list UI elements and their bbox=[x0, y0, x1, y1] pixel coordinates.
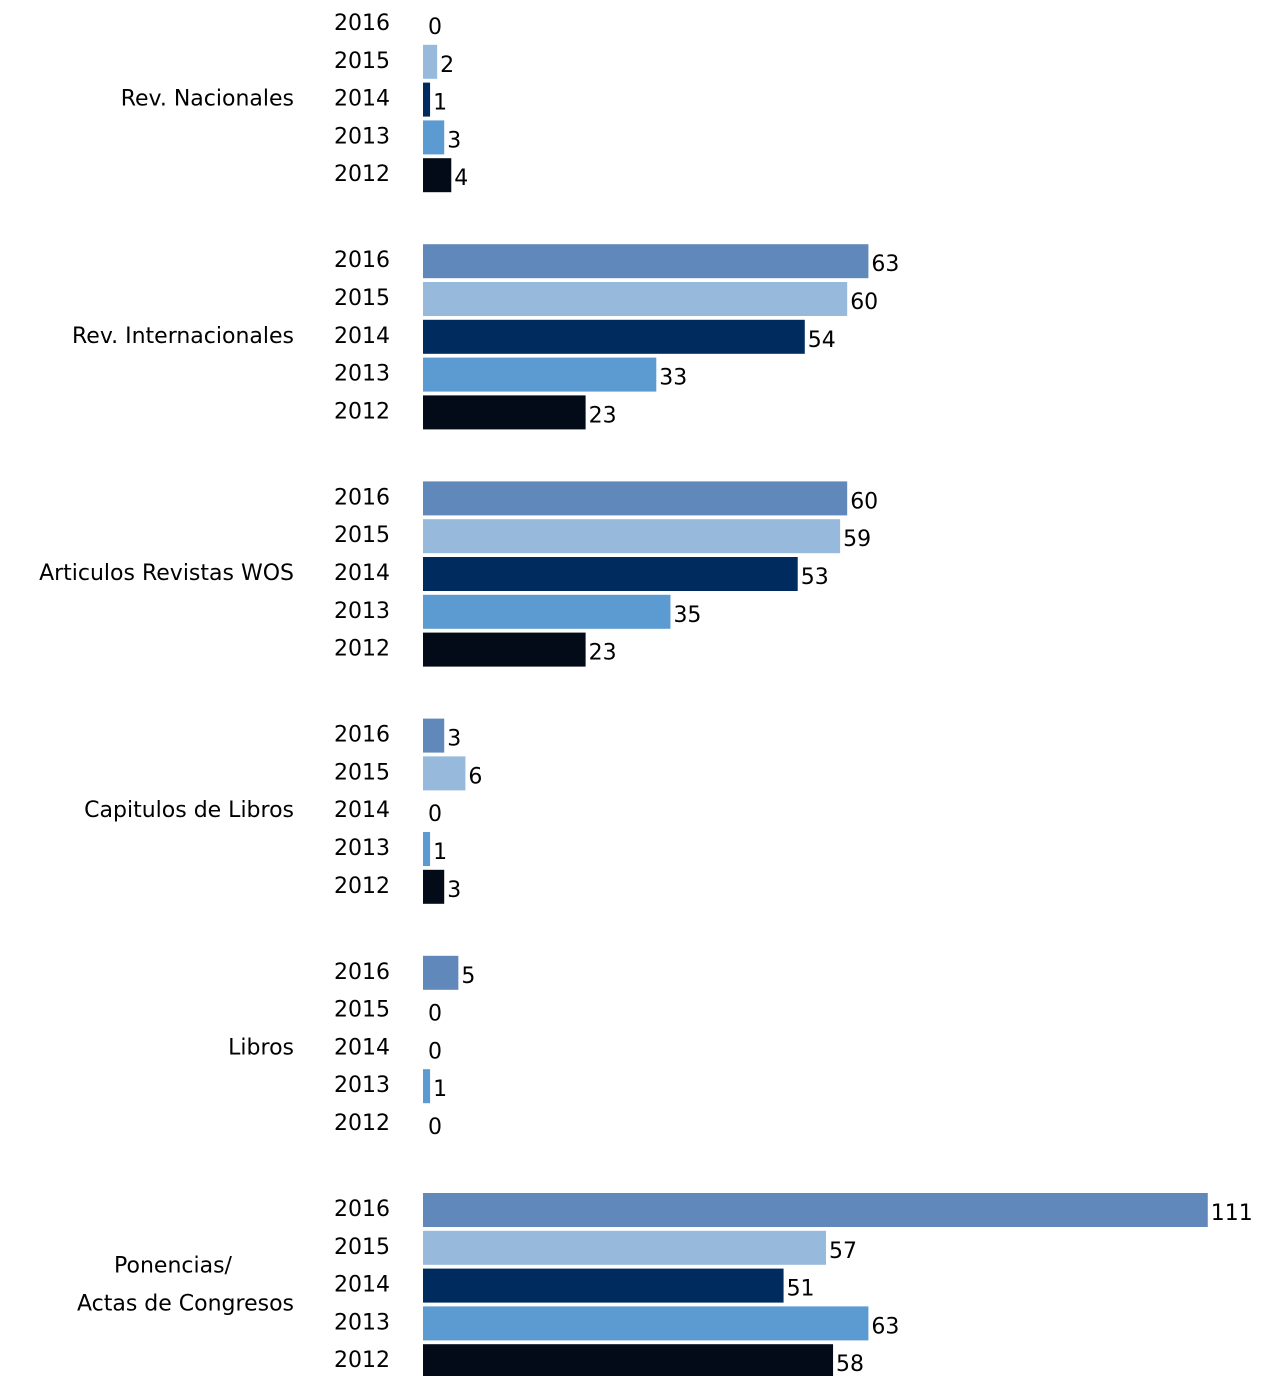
value-label: 60 bbox=[850, 290, 878, 315]
bar bbox=[423, 1306, 869, 1341]
year-label: 2012 bbox=[334, 874, 390, 899]
bar bbox=[423, 1069, 431, 1104]
bar bbox=[423, 481, 848, 516]
year-label: 2012 bbox=[334, 1348, 390, 1373]
year-label: 2013 bbox=[334, 1073, 390, 1098]
value-label: 33 bbox=[659, 366, 687, 391]
bar bbox=[423, 594, 671, 629]
value-label: 60 bbox=[850, 489, 878, 514]
year-label: 2012 bbox=[334, 162, 390, 187]
bar bbox=[423, 832, 431, 866]
category-label: Ponencias/ bbox=[114, 1254, 233, 1279]
value-label: 63 bbox=[871, 252, 899, 277]
value-label: 6 bbox=[468, 764, 482, 789]
year-label: 2013 bbox=[334, 1310, 390, 1335]
bar bbox=[423, 1344, 834, 1376]
category-label: Libros bbox=[228, 1035, 294, 1060]
value-label: 3 bbox=[447, 727, 461, 752]
bar bbox=[423, 869, 445, 904]
value-label: 0 bbox=[428, 15, 442, 40]
category-label: Capitulos de Libros bbox=[84, 798, 294, 823]
bar bbox=[423, 1268, 784, 1303]
value-label: 2 bbox=[440, 53, 454, 78]
bar bbox=[423, 632, 586, 667]
year-label: 2015 bbox=[334, 49, 390, 74]
value-label: 5 bbox=[461, 964, 475, 989]
value-label: 1 bbox=[433, 840, 447, 865]
value-label: 23 bbox=[589, 403, 617, 428]
year-label: 2014 bbox=[334, 561, 390, 586]
bar bbox=[423, 955, 459, 990]
category-label: Rev. Nacionales bbox=[121, 87, 294, 112]
value-label: 0 bbox=[428, 1039, 442, 1064]
year-label: 2015 bbox=[334, 523, 390, 548]
bar bbox=[423, 244, 869, 279]
bar bbox=[423, 82, 431, 117]
year-label: 2013 bbox=[334, 124, 390, 149]
category-label: Rev. Internacionales bbox=[72, 324, 294, 349]
value-label: 63 bbox=[871, 1314, 899, 1339]
value-label: 111 bbox=[1211, 1201, 1253, 1226]
year-label: 2016 bbox=[334, 723, 390, 748]
value-label: 3 bbox=[447, 878, 461, 903]
bar bbox=[423, 357, 657, 392]
bar bbox=[423, 756, 466, 791]
year-label: 2012 bbox=[334, 1111, 390, 1136]
bar bbox=[423, 1230, 826, 1265]
year-label: 2013 bbox=[334, 362, 390, 387]
bar bbox=[423, 44, 438, 79]
value-label: 0 bbox=[428, 1002, 442, 1027]
bar bbox=[423, 319, 805, 354]
value-label: 0 bbox=[428, 802, 442, 827]
bar bbox=[423, 120, 445, 155]
bar bbox=[423, 282, 848, 316]
year-label: 2016 bbox=[334, 11, 390, 36]
year-label: 2015 bbox=[334, 760, 390, 785]
value-label: 4 bbox=[454, 166, 468, 191]
value-label: 1 bbox=[433, 1077, 447, 1102]
year-label: 2014 bbox=[334, 798, 390, 823]
year-label: 2016 bbox=[334, 485, 390, 510]
year-label: 2013 bbox=[334, 836, 390, 861]
year-label: 2015 bbox=[334, 1235, 390, 1260]
year-label: 2016 bbox=[334, 1197, 390, 1222]
value-label: 51 bbox=[787, 1277, 815, 1302]
year-label: 2012 bbox=[334, 637, 390, 662]
value-label: 35 bbox=[673, 603, 701, 628]
year-label: 2015 bbox=[334, 998, 390, 1023]
value-label: 3 bbox=[447, 128, 461, 153]
year-label: 2014 bbox=[334, 87, 390, 112]
value-label: 53 bbox=[801, 565, 829, 590]
year-label: 2014 bbox=[334, 324, 390, 349]
value-label: 57 bbox=[829, 1239, 857, 1264]
bar bbox=[423, 1193, 1208, 1227]
year-label: 2016 bbox=[334, 248, 390, 273]
year-label: 2014 bbox=[334, 1035, 390, 1060]
value-label: 58 bbox=[836, 1352, 864, 1376]
value-label: 23 bbox=[589, 641, 617, 666]
bar bbox=[423, 718, 445, 753]
value-label: 0 bbox=[428, 1115, 442, 1140]
bar bbox=[423, 158, 452, 193]
category-label: Articulos Revistas WOS bbox=[39, 561, 294, 586]
bar bbox=[423, 395, 586, 430]
year-label: 2016 bbox=[334, 960, 390, 985]
year-label: 2013 bbox=[334, 599, 390, 624]
bar bbox=[423, 519, 841, 554]
bar bbox=[423, 557, 798, 591]
category-label: Actas de Congresos bbox=[77, 1292, 294, 1317]
year-label: 2015 bbox=[334, 286, 390, 311]
value-label: 54 bbox=[808, 328, 836, 353]
value-label: 59 bbox=[843, 527, 871, 552]
year-label: 2014 bbox=[334, 1273, 390, 1298]
value-label: 1 bbox=[433, 91, 447, 116]
year-label: 2012 bbox=[334, 399, 390, 424]
